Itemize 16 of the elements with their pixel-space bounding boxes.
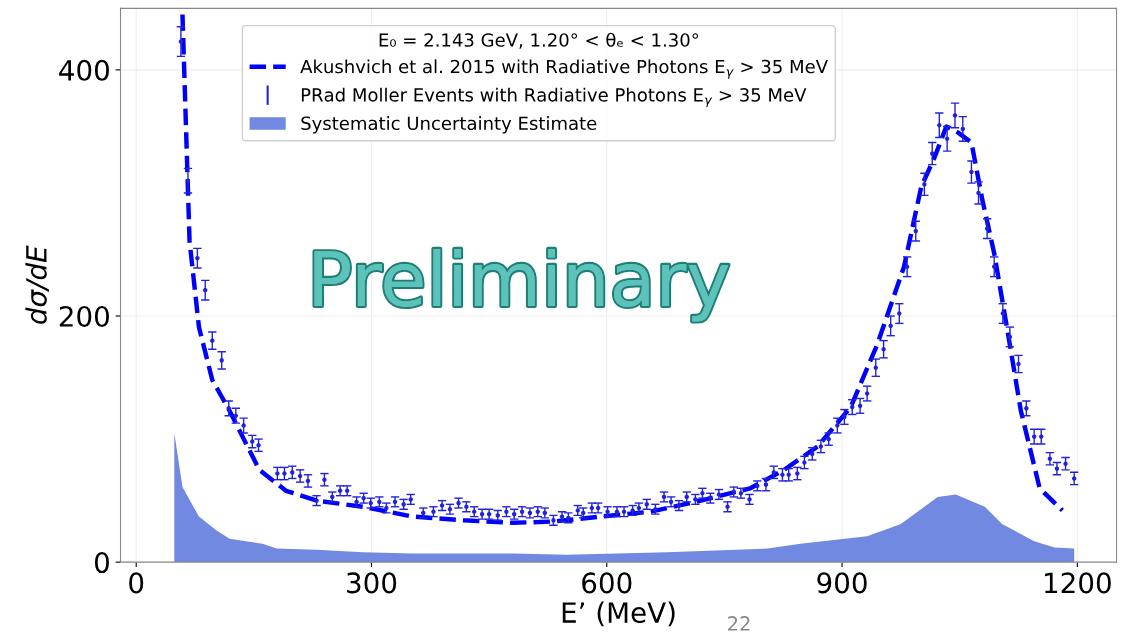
y-tick-label: 400 xyxy=(59,59,109,81)
x-tick-label: 900 xyxy=(817,572,867,594)
annotation: Preliminary xyxy=(314,248,729,322)
legend-label: Akushvich et al. 2015 with Radiative Photons E$_{γ}$ > 35 MeV xyxy=(300,59,828,79)
legend-label: PRad Moller Events with Radiative Photons E$_{γ}$ > 35 MeV xyxy=(301,87,807,108)
y-axis-title: dσ/dE xyxy=(25,245,50,324)
x-tick-label: 0 xyxy=(129,572,144,594)
x-tick-label: 300 xyxy=(347,572,397,594)
x-axis-title: E’ (MeV) xyxy=(562,601,675,627)
text: 22 xyxy=(728,616,750,631)
x-tick-label: 1200 xyxy=(1045,572,1111,594)
legend-title: E₀ = 2.143 GeV, 1.20° < θₑ < 1.30° xyxy=(379,32,699,49)
y-tick-label: 0 xyxy=(94,552,109,574)
legend-label: Systematic Uncertainty Estimate xyxy=(301,116,597,134)
y-tick-label: 200 xyxy=(59,305,109,327)
x-tick-label: 600 xyxy=(582,572,632,594)
